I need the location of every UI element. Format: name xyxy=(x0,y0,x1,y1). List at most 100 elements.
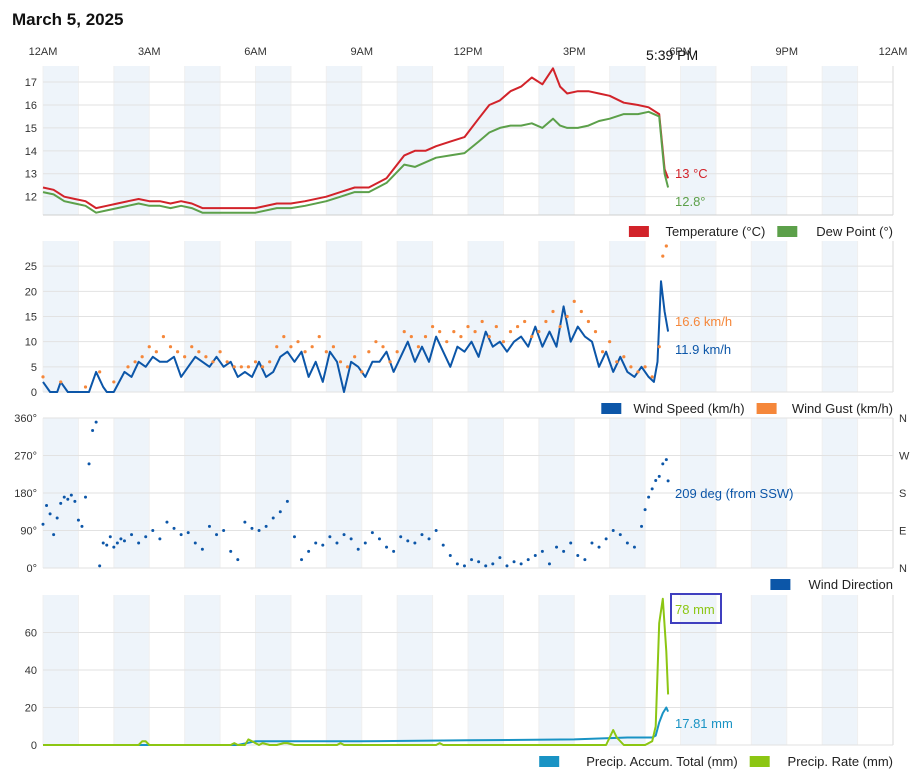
legend-swatch[interactable] xyxy=(756,403,777,414)
data-point xyxy=(416,345,421,349)
data-point xyxy=(586,319,591,324)
legend-label[interactable]: Temperature (°C) xyxy=(665,224,765,239)
data-point xyxy=(133,360,137,364)
data-point xyxy=(392,549,396,553)
legend-swatch[interactable] xyxy=(539,756,560,767)
data-point xyxy=(622,355,626,359)
data-point xyxy=(175,350,180,354)
series-line xyxy=(42,67,670,210)
data-point xyxy=(158,537,162,541)
y-tick-label: 0° xyxy=(26,563,37,575)
data-point xyxy=(84,495,87,499)
data-point xyxy=(448,554,452,557)
legend-label[interactable]: Dew Point (°) xyxy=(816,224,893,239)
data-point xyxy=(558,324,562,329)
time-axis-label: 6PM xyxy=(669,46,692,58)
legend-label[interactable]: Precip. Accum. Total (mm) xyxy=(586,754,737,769)
data-point xyxy=(519,562,523,566)
data-point xyxy=(108,535,112,539)
data-point xyxy=(112,545,116,549)
data-point xyxy=(98,370,102,374)
data-point xyxy=(356,547,360,551)
data-point xyxy=(618,533,622,537)
data-point xyxy=(625,541,629,545)
data-point xyxy=(572,299,576,303)
data-point xyxy=(271,516,275,520)
data-point xyxy=(62,495,66,499)
data-point xyxy=(367,350,371,354)
y-tick-label: 270° xyxy=(14,451,37,463)
legend-swatch[interactable] xyxy=(628,226,649,237)
data-point xyxy=(282,335,286,339)
hour-band xyxy=(751,66,787,215)
y2-tick-label: W xyxy=(899,451,910,463)
data-point xyxy=(647,495,651,499)
y-tick-label: 14 xyxy=(25,146,37,158)
y-tick-label: 16 xyxy=(25,100,37,112)
data-point xyxy=(59,501,63,505)
data-point xyxy=(385,545,389,549)
y-tick-label: 10 xyxy=(25,337,37,349)
data-point xyxy=(172,526,176,530)
data-point xyxy=(654,479,658,482)
y-tick-label: 13 xyxy=(25,169,37,181)
value-annotation: 16.6 km/h xyxy=(675,314,732,329)
data-point xyxy=(112,380,116,384)
legend-swatch[interactable] xyxy=(777,226,798,237)
data-point xyxy=(45,504,49,507)
data-point xyxy=(438,330,442,334)
legend-label[interactable]: Wind Speed (km/h) xyxy=(633,401,744,416)
data-point xyxy=(459,335,463,339)
data-point xyxy=(498,556,502,560)
data-point xyxy=(494,324,498,329)
data-point xyxy=(420,533,424,537)
data-point xyxy=(353,355,357,359)
data-point xyxy=(179,533,183,537)
highlight-box xyxy=(670,593,722,624)
data-point xyxy=(52,533,56,537)
time-axis: 12AM 3AM 6AM 9AM 12PM 3PM 6PM 9PM 12AM 5:39 PM xyxy=(29,46,908,63)
data-point xyxy=(657,474,661,478)
data-point xyxy=(303,350,307,354)
legends[interactable]: Dew Point (°) Temperature (°C) Wind Gust (… xyxy=(539,224,893,769)
data-point xyxy=(377,537,381,541)
legend-swatch[interactable] xyxy=(601,403,622,414)
data-point xyxy=(565,314,569,319)
page-title: March 5, 2025 xyxy=(12,10,124,29)
data-point xyxy=(165,520,169,524)
legend-label[interactable]: Wind Gust (km/h) xyxy=(792,401,893,416)
legend-swatch[interactable] xyxy=(770,579,791,590)
annotations: 13 °C 12.8° 16.6 km/h 11.9 km/h 209 deg (fro… xyxy=(670,166,794,731)
y-tick-label: 60 xyxy=(25,628,37,640)
data-point xyxy=(122,539,126,543)
data-point xyxy=(83,385,88,389)
data-point xyxy=(321,543,325,547)
hour-band xyxy=(680,66,716,215)
time-axis-label: 12AM xyxy=(879,46,908,58)
data-point xyxy=(381,345,385,349)
legend-label[interactable]: Wind Direction xyxy=(808,577,893,592)
data-point xyxy=(388,360,392,364)
y-tick-label: 180° xyxy=(14,488,37,500)
data-point xyxy=(197,350,201,354)
data-point xyxy=(154,350,158,354)
data-point xyxy=(243,520,247,524)
data-point xyxy=(211,360,215,364)
data-point xyxy=(66,497,70,501)
data-point xyxy=(427,537,431,541)
data-point xyxy=(650,487,654,491)
data-point xyxy=(48,512,52,516)
data-point xyxy=(94,420,98,424)
legend-swatch[interactable] xyxy=(749,756,770,767)
y-tick-label: 17 xyxy=(25,77,37,89)
data-point xyxy=(452,330,456,334)
y-tick-label: 0 xyxy=(31,740,37,752)
data-point xyxy=(324,350,328,354)
data-point xyxy=(636,370,640,374)
data-point xyxy=(190,345,194,349)
legend-label[interactable]: Precip. Rate (mm) xyxy=(788,754,893,769)
data-point xyxy=(161,335,166,339)
data-point xyxy=(289,345,293,349)
data-point xyxy=(73,499,77,503)
